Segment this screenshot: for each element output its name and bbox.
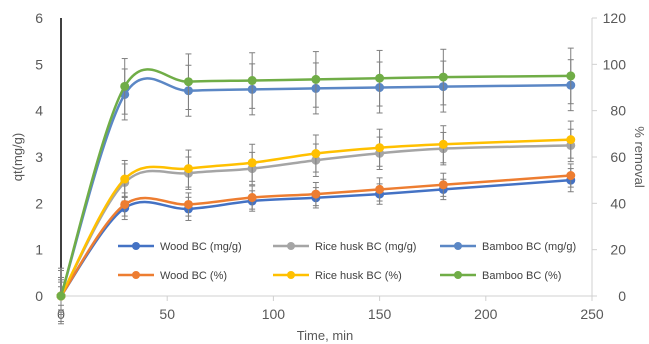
data-point (566, 135, 576, 145)
series-layer (56, 47, 576, 325)
legend-item: Rice husk BC (mg/g) (273, 241, 416, 253)
legend-swatch-marker (287, 271, 295, 279)
x-tick-label: 100 (262, 306, 286, 322)
legend-label: Rice husk BC (mg/g) (315, 241, 416, 253)
legend-label: Wood BC (%) (160, 270, 227, 282)
data-point (375, 73, 385, 83)
data-point (120, 174, 130, 184)
data-point (438, 180, 448, 190)
y-left-tick-label: 4 (35, 103, 43, 119)
legend-swatch-marker (454, 242, 462, 250)
data-point (183, 77, 193, 87)
legend-item: Wood BC (mg/g) (118, 241, 242, 253)
y-left-tick-label: 3 (35, 149, 43, 165)
x-tick-label: 150 (368, 306, 392, 322)
y-right-tick-label: 40 (610, 195, 626, 211)
y-left-tick-label: 6 (35, 10, 43, 26)
legend-item: Bamboo BC (mg/g) (440, 241, 576, 253)
legend-label: Bamboo BC (mg/g) (482, 241, 576, 253)
legend-label: Bamboo BC (%) (482, 270, 561, 282)
data-point (375, 143, 385, 153)
y-left-tick-label: 5 (35, 56, 43, 72)
legend-item: Rice husk BC (%) (273, 270, 402, 282)
legend-swatch-marker (132, 242, 140, 250)
y-axis-left-title: qt(mg/g) (10, 133, 25, 181)
y-right-tick-label: 20 (610, 242, 626, 258)
y-right-tick-label: 0 (618, 288, 626, 304)
data-point (183, 164, 193, 174)
legend-item: Wood BC (%) (118, 270, 227, 282)
legend-swatch-marker (454, 271, 462, 279)
x-tick-label: 200 (474, 306, 498, 322)
y-left-tick-label: 0 (35, 288, 43, 304)
data-point (247, 193, 257, 203)
data-point (566, 71, 576, 81)
data-point (247, 158, 257, 168)
y-right-tick-label: 60 (610, 149, 626, 165)
data-point (566, 171, 576, 181)
x-tick-label: 50 (159, 306, 175, 322)
legend-label: Rice husk BC (%) (315, 270, 402, 282)
legend-label: Wood BC (mg/g) (160, 241, 242, 253)
series-5 (56, 47, 576, 322)
data-point (183, 199, 193, 209)
series-4 (56, 120, 576, 313)
y-right-tick-label: 100 (603, 56, 627, 72)
legend-item: Bamboo BC (%) (440, 270, 561, 282)
data-point (438, 139, 448, 149)
data-point (247, 76, 257, 86)
legend-swatch-marker (287, 242, 295, 250)
data-point (311, 189, 321, 199)
y-left-tick-label: 1 (35, 242, 43, 258)
y-left-tick-label: 2 (35, 195, 43, 211)
data-point (438, 72, 448, 82)
data-point (375, 184, 385, 194)
x-axis-title: Time, min (297, 328, 354, 343)
series-3 (56, 163, 576, 306)
data-point (311, 149, 321, 159)
data-point (120, 81, 130, 91)
data-point (56, 291, 66, 301)
y-right-tick-label: 120 (603, 10, 627, 26)
y-right-tick-label: 80 (610, 103, 626, 119)
legend-swatch-marker (132, 271, 140, 279)
legend: Wood BC (mg/g) Rice husk BC (mg/g) Bamboo … (118, 241, 576, 282)
data-point (120, 199, 130, 209)
y-axis-right-title: % removal (632, 126, 647, 188)
data-point (311, 74, 321, 84)
x-tick-label: 250 (580, 306, 604, 322)
